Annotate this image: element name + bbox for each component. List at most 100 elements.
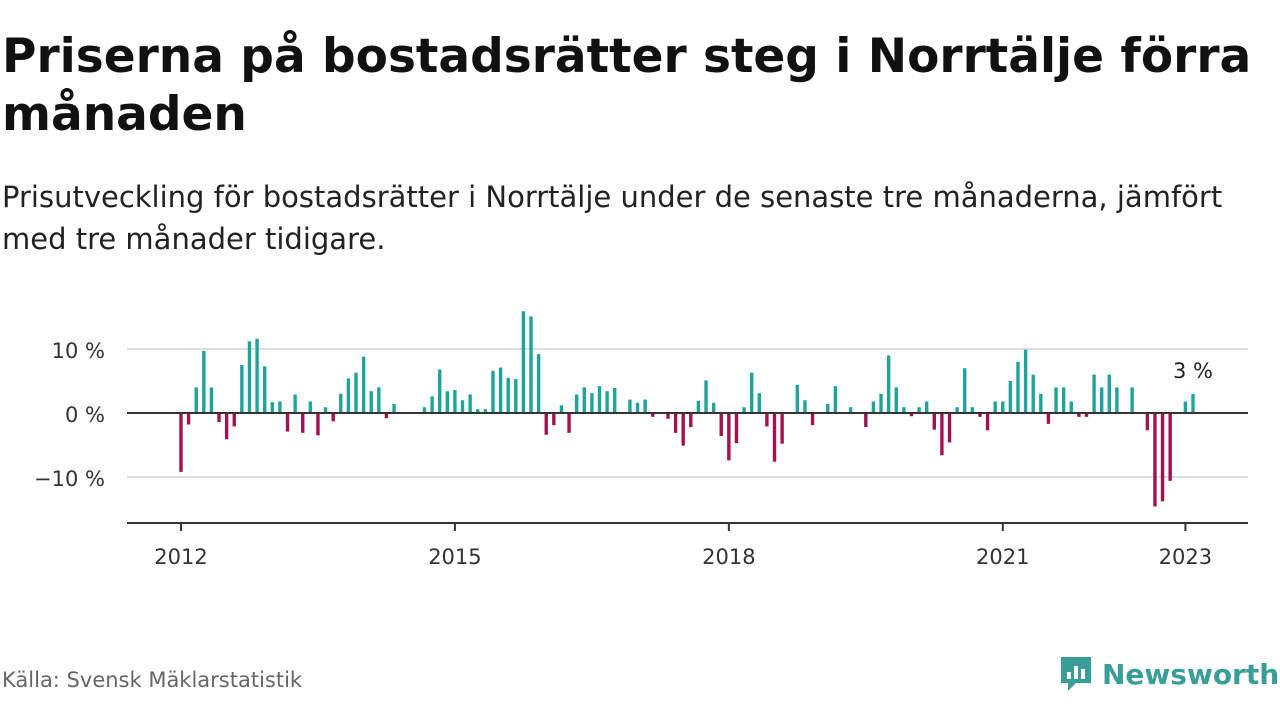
bar — [209, 387, 214, 413]
bar — [902, 407, 906, 413]
bar — [278, 401, 282, 413]
x-tick-label: 2021 — [976, 545, 1029, 569]
bar — [871, 401, 876, 413]
bar — [947, 413, 952, 443]
bar — [498, 367, 503, 413]
bar — [765, 413, 769, 427]
bar — [590, 393, 594, 413]
bar — [1130, 387, 1134, 413]
bar — [955, 407, 959, 413]
bar — [514, 379, 518, 413]
bar — [696, 400, 701, 413]
bar — [651, 413, 655, 417]
chart-title: Priserna på bostadsrätter steg i Norrtäl… — [2, 29, 1252, 142]
bar — [689, 413, 693, 428]
bar — [1054, 387, 1058, 413]
bar — [361, 356, 366, 413]
bar — [681, 413, 685, 446]
bar — [1160, 413, 1165, 502]
bar — [833, 386, 838, 413]
bar — [483, 409, 488, 413]
bar — [848, 407, 853, 413]
bar — [909, 413, 914, 417]
bar — [574, 394, 579, 413]
bar — [179, 413, 183, 472]
bar — [567, 413, 571, 433]
bar — [232, 413, 236, 427]
bar — [711, 402, 716, 413]
x-tick-label: 2023 — [1159, 545, 1212, 569]
bar — [453, 389, 457, 413]
bar — [673, 413, 678, 433]
bar — [597, 386, 602, 413]
bar — [1001, 401, 1005, 413]
bar — [491, 370, 495, 413]
bar — [772, 413, 777, 462]
bar — [1145, 413, 1150, 431]
bar — [613, 388, 617, 413]
bar — [346, 378, 351, 413]
bar — [1107, 374, 1111, 413]
bar — [323, 407, 328, 413]
bar — [749, 372, 754, 413]
bar — [864, 413, 868, 428]
bar — [810, 413, 815, 426]
bar — [719, 413, 723, 437]
tick-labels: 10 % 0 % −10 % 2012 2015 2018 2021 2023 3 % — [34, 339, 1213, 569]
bar — [438, 369, 442, 413]
bar — [552, 413, 556, 426]
brand-name: Newsworthy — [1102, 657, 1280, 691]
bar — [1092, 374, 1096, 413]
bar — [301, 413, 305, 433]
bar — [1153, 413, 1157, 507]
bar — [476, 409, 480, 413]
bar — [879, 393, 883, 413]
bar — [734, 413, 739, 444]
y-tick-label: 10 % — [52, 339, 105, 363]
bar — [529, 316, 533, 413]
bar — [240, 365, 244, 413]
bar — [331, 413, 335, 422]
grid-lines — [127, 348, 1248, 478]
bar — [1077, 413, 1081, 417]
bar — [506, 377, 510, 413]
bar — [521, 311, 526, 413]
bar — [666, 413, 670, 419]
bar — [255, 338, 259, 413]
bar — [224, 413, 229, 440]
bar — [369, 391, 373, 413]
bar — [894, 387, 898, 413]
bar — [628, 399, 632, 413]
chart-subtitle: Prisutveckling för bostadsrätter i Norrt… — [2, 180, 1223, 256]
bar — [757, 393, 761, 413]
bar — [544, 413, 548, 435]
bar — [970, 407, 975, 413]
bar — [582, 387, 586, 413]
bar — [1061, 387, 1066, 413]
bar — [536, 354, 541, 413]
bar — [316, 413, 320, 436]
bar — [1046, 413, 1051, 424]
bar — [202, 350, 206, 413]
x-tick-label: 2018 — [702, 545, 755, 569]
bar — [993, 401, 997, 413]
bar — [293, 394, 297, 413]
bar — [186, 413, 191, 425]
bar — [886, 355, 891, 413]
bar — [263, 366, 267, 413]
bar — [780, 413, 784, 444]
x-tick-label: 2012 — [154, 545, 207, 569]
brand-logo[interactable]: Newsworthy — [1058, 652, 1280, 696]
bar — [1115, 387, 1119, 413]
bar — [1099, 387, 1104, 413]
bar — [445, 391, 450, 413]
bar — [803, 400, 807, 413]
source-note: Källa: Svensk Mäklarstatistik — [2, 668, 303, 692]
bar — [605, 391, 609, 413]
bar — [1039, 393, 1043, 413]
bar — [285, 413, 290, 432]
bar — [392, 404, 396, 413]
last-value-label: 3 % — [1173, 359, 1213, 383]
bar — [1031, 374, 1035, 413]
bar — [468, 394, 472, 413]
